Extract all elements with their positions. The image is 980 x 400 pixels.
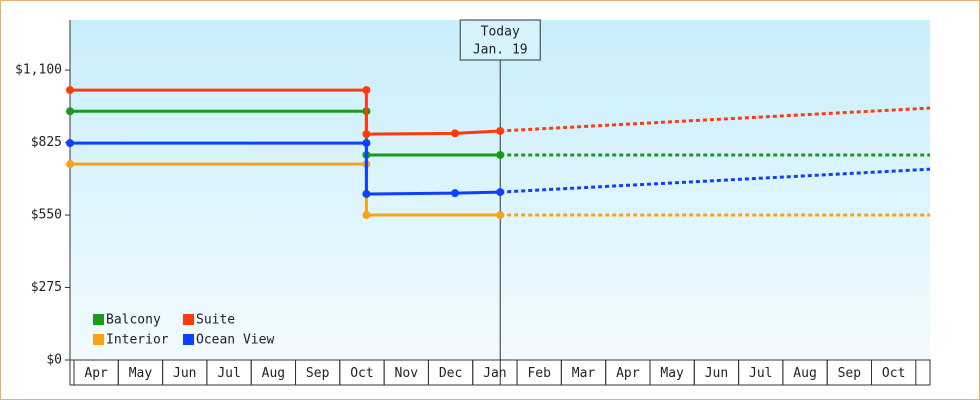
x-tick-label: Apr bbox=[616, 366, 640, 381]
x-tick-label: Apr bbox=[84, 366, 108, 381]
y-tick-label: $550 bbox=[31, 208, 62, 223]
point bbox=[362, 189, 371, 198]
point bbox=[362, 211, 371, 220]
x-tick-label: Nov bbox=[395, 366, 419, 381]
point bbox=[451, 189, 460, 198]
point bbox=[496, 211, 505, 220]
point bbox=[66, 86, 74, 95]
x-tick-label: Aug bbox=[793, 366, 816, 381]
legend-swatch bbox=[93, 314, 104, 325]
point bbox=[451, 129, 460, 138]
x-tick-label: May bbox=[129, 366, 153, 381]
point bbox=[496, 188, 505, 197]
legend-swatch bbox=[183, 314, 194, 325]
x-tick-label: Oct bbox=[882, 366, 905, 381]
y-tick-label: $0 bbox=[46, 353, 62, 368]
y-tick-label: $275 bbox=[31, 280, 62, 295]
point bbox=[66, 139, 74, 148]
x-tick-label: Jul bbox=[217, 366, 240, 381]
x-tick-label: Sep bbox=[306, 366, 330, 381]
today-label: Jan. 19 bbox=[473, 43, 528, 58]
x-tick-label: Feb bbox=[527, 366, 551, 381]
x-tick-label: Aug bbox=[262, 366, 285, 381]
point bbox=[66, 107, 74, 116]
point bbox=[496, 150, 505, 159]
point bbox=[362, 139, 371, 148]
legend-label: Balcony bbox=[106, 313, 161, 328]
x-tick-label: Sep bbox=[838, 366, 862, 381]
legend-swatch bbox=[183, 334, 194, 345]
x-tick-label: May bbox=[660, 366, 684, 381]
point bbox=[496, 126, 505, 135]
legend-swatch bbox=[93, 334, 104, 345]
x-tick-label: Jul bbox=[749, 366, 772, 381]
y-tick-label: $1,100 bbox=[15, 63, 62, 78]
x-tick-label: Jun bbox=[705, 366, 728, 381]
x-tick-label: Jun bbox=[173, 366, 196, 381]
today-box bbox=[459, 19, 541, 61]
point bbox=[66, 160, 74, 169]
forecast-line bbox=[500, 167, 931, 194]
forecast-line bbox=[500, 106, 931, 133]
legend-label: Interior bbox=[106, 333, 169, 348]
x-tick-label: Dec bbox=[439, 366, 462, 381]
x-tick-label: Mar bbox=[572, 366, 596, 381]
x-tick-label: Oct bbox=[350, 366, 373, 381]
point bbox=[362, 130, 371, 139]
y-tick-label: $825 bbox=[31, 135, 62, 150]
today-label: Today bbox=[481, 25, 520, 40]
legend-label: Ocean View bbox=[196, 333, 274, 348]
point bbox=[362, 86, 371, 95]
legend-label: Suite bbox=[196, 313, 235, 328]
x-tick-label: Jan bbox=[483, 366, 506, 381]
